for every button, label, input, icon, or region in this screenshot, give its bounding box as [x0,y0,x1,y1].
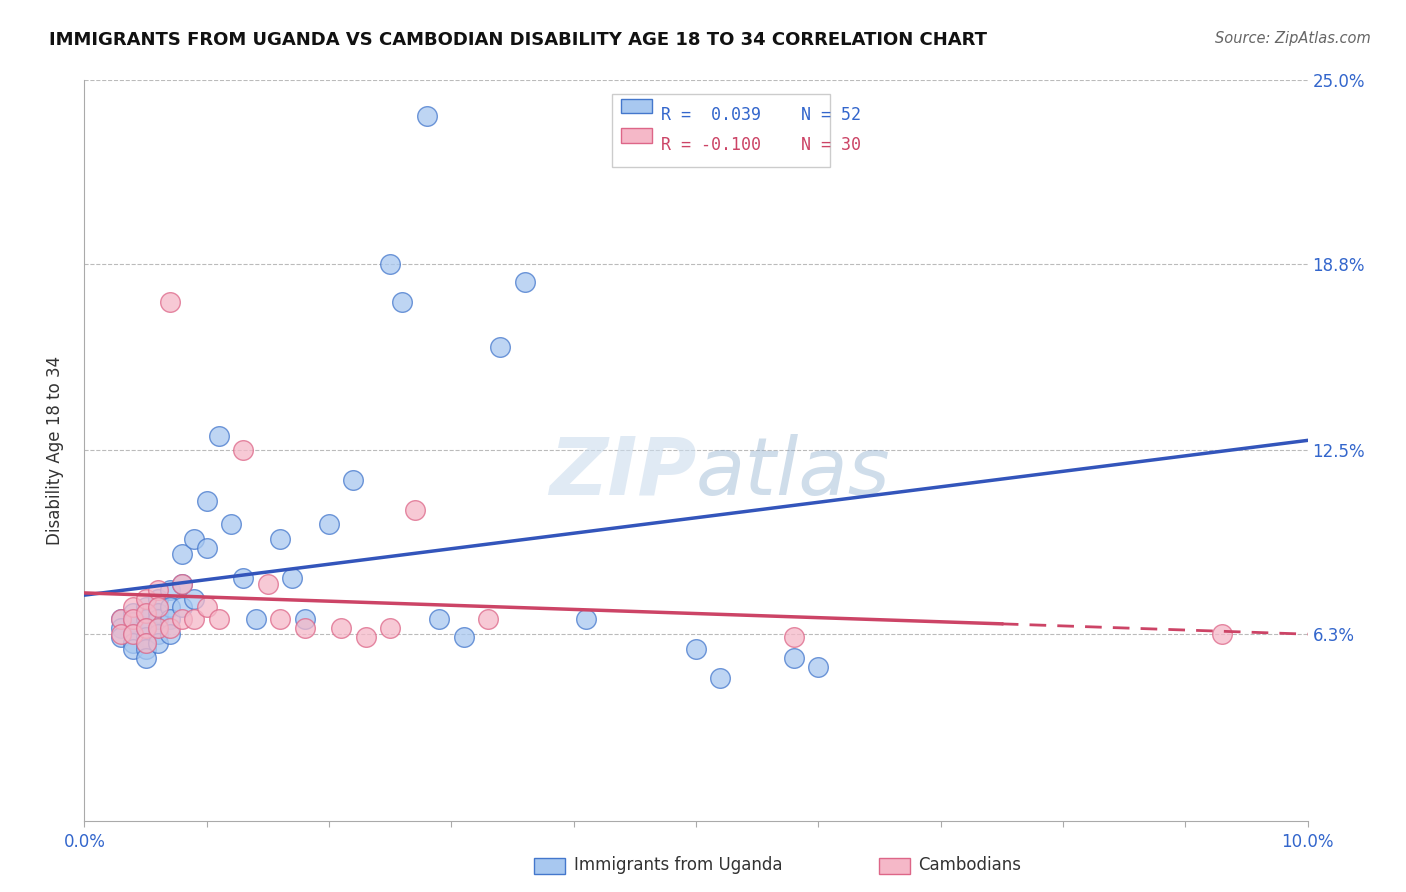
Point [146,600,169,615]
Point [172,576,194,591]
Point [195,600,218,615]
Text: IMMIGRANTS FROM UGANDA VS CAMBODIAN DISABILITY AGE 18 TO 34 CORRELATION CHART: IMMIGRANTS FROM UGANDA VS CAMBODIAN DISA… [49,31,987,49]
Point [172,547,194,561]
Point [135,600,157,615]
Point [135,650,157,665]
Point [416,109,439,123]
Point [122,600,145,615]
Point [135,621,157,635]
Point [122,641,145,656]
Point [1211,627,1233,641]
Point [146,621,169,635]
Point [110,621,132,635]
Point [159,621,181,635]
Point [172,576,194,591]
Point [709,672,731,686]
Text: atlas: atlas [696,434,891,512]
Point [477,612,499,626]
Point [489,340,512,354]
Point [453,630,475,644]
Point [380,621,402,635]
Point [195,541,218,556]
Point [122,627,145,641]
Point [183,591,205,606]
Point [208,612,231,626]
Point [294,612,316,626]
Point [391,295,413,310]
Point [135,636,157,650]
Point [146,627,169,641]
Point [135,612,157,626]
Point [122,615,145,630]
Point [146,582,169,597]
Point [245,612,267,626]
Point [135,641,157,656]
Text: Source: ZipAtlas.com: Source: ZipAtlas.com [1215,31,1371,46]
Point [575,612,598,626]
Text: Cambodians: Cambodians [918,856,1021,874]
Point [208,428,231,442]
Point [135,607,157,621]
Point [110,612,132,626]
Point [110,630,132,644]
Point [122,607,145,621]
Point [146,591,169,606]
Point [146,612,169,626]
Point [172,600,194,615]
Point [219,517,242,532]
Point [135,591,157,606]
Point [159,612,181,626]
Point [783,630,806,644]
Point [513,275,536,289]
Point [354,630,377,644]
Point [318,517,340,532]
Point [232,443,254,458]
Point [427,612,450,626]
Point [269,612,291,626]
Point [159,600,181,615]
Point [172,612,194,626]
Point [122,627,145,641]
Point [122,636,145,650]
Point [195,493,218,508]
Point [110,612,132,626]
Point [257,576,280,591]
Point [159,295,181,310]
Point [330,621,353,635]
Text: Immigrants from Uganda: Immigrants from Uganda [574,856,782,874]
Text: R =  0.039    N = 52: R = 0.039 N = 52 [661,106,860,124]
Point [269,533,291,547]
Point [783,650,806,665]
Text: ZIP: ZIP [548,434,696,512]
Point [183,612,205,626]
Point [232,571,254,585]
Point [135,636,157,650]
Point [685,641,707,656]
Point [342,473,364,487]
Point [294,621,316,635]
Point [183,533,205,547]
Point [122,612,145,626]
Point [135,630,157,644]
Point [281,571,304,585]
Point [146,607,169,621]
Point [807,659,830,673]
Point [404,502,426,516]
Point [159,627,181,641]
Text: R = -0.100    N = 30: R = -0.100 N = 30 [661,136,860,153]
Point [146,636,169,650]
Point [380,257,402,271]
Point [110,627,132,641]
Point [135,621,157,635]
Point [159,582,181,597]
Y-axis label: Disability Age 18 to 34: Disability Age 18 to 34 [45,356,63,545]
